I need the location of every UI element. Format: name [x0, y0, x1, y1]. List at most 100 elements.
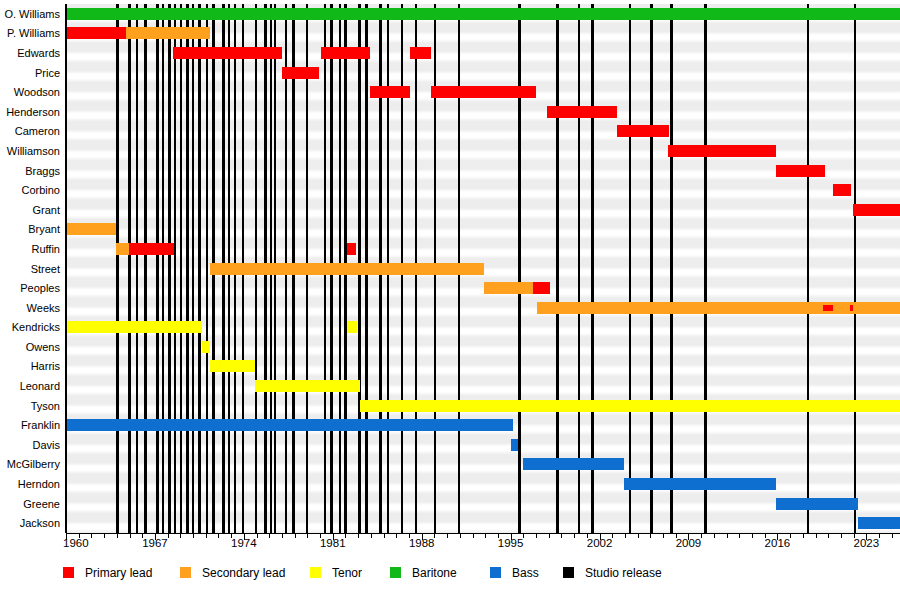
year-tick: [434, 534, 435, 538]
year-tick: [727, 534, 728, 538]
member-name-label: O. Williams: [0, 7, 60, 21]
year-tick: [549, 534, 550, 538]
year-tick: [663, 534, 664, 538]
member-name-label: Edwards: [0, 46, 60, 60]
member-name-label: Tyson: [0, 399, 60, 413]
member-part-bar: [360, 400, 900, 412]
member-part-bar: [173, 47, 282, 59]
studio-release-line: [198, 4, 200, 533]
year-tick: [485, 534, 486, 538]
legend-label: Secondary lead: [202, 566, 285, 580]
member-part-bar: [523, 458, 625, 470]
year-label: 1960: [63, 537, 89, 549]
studio-release-line: [629, 4, 631, 533]
member-part-bar: [126, 27, 209, 39]
studio-release-line: [180, 4, 182, 533]
year-label: 2016: [765, 537, 791, 549]
studio-release-line: [206, 4, 208, 533]
member-part-bar: [210, 263, 484, 275]
member-part-bar: [624, 478, 776, 490]
studio-release-line: [591, 4, 593, 533]
year-tick: [892, 534, 893, 538]
year-label: 1995: [498, 537, 524, 549]
member-part-bar: [67, 8, 900, 20]
year-tick: [206, 534, 207, 538]
member-part-bar: [255, 380, 360, 392]
member-name-label: Greene: [0, 497, 60, 511]
member-part-bar: [431, 86, 536, 98]
year-label: 1974: [231, 537, 257, 549]
legend-label: Primary lead: [85, 566, 152, 580]
member-name-label: Owens: [0, 340, 60, 354]
year-tick: [473, 534, 474, 538]
member-name-label: Henderson: [0, 105, 60, 119]
member-name-label: Kendricks: [0, 320, 60, 334]
studio-release-line: [186, 4, 188, 533]
member-name-label: Herndon: [0, 477, 60, 491]
member-part-bar: [116, 243, 129, 255]
member-name-label: Franklin: [0, 418, 60, 432]
member-part-bar: [668, 145, 777, 157]
member-part-bar: [129, 243, 174, 255]
member-name-label: Woodson: [0, 85, 60, 99]
member-name-label: Grant: [0, 203, 60, 217]
member-part-bar: [347, 321, 357, 333]
member-part-bar: [67, 321, 202, 333]
year-tick: [345, 534, 346, 538]
member-part-bar: [776, 498, 858, 510]
year-tick: [130, 534, 131, 538]
studio-release-line: [116, 4, 118, 533]
year-tick: [104, 534, 105, 538]
member-name-label: Harris: [0, 359, 60, 373]
studio-release-line: [174, 4, 176, 533]
year-label: 1967: [142, 537, 168, 549]
year-tick: [841, 534, 842, 538]
x-axis-line: [66, 533, 900, 534]
legend-label: Studio release: [585, 566, 662, 580]
member-part-bar: [282, 67, 319, 79]
member-part-bar: [321, 47, 371, 59]
year-tick: [701, 534, 702, 538]
year-tick: [803, 534, 804, 538]
member-name-label: Corbino: [0, 183, 60, 197]
member-part-bar: [853, 204, 900, 216]
year-tick: [561, 534, 562, 538]
member-part-bar: [67, 27, 127, 39]
year-tick: [91, 534, 92, 538]
member-name-label: Price: [0, 66, 60, 80]
member-name-label: Leonard: [0, 379, 60, 393]
year-tick: [816, 534, 817, 538]
year-label: 1981: [320, 537, 346, 549]
member-part-bar: [202, 341, 210, 353]
member-part-bar: [850, 305, 853, 311]
studio-release-line: [128, 4, 130, 533]
member-name-label: Jackson: [0, 516, 60, 530]
year-tick: [168, 534, 169, 538]
studio-release-line: [192, 4, 194, 533]
legend-swatch-primary: [63, 567, 74, 578]
year-tick: [638, 534, 639, 538]
legend-label: Tenor: [332, 566, 362, 580]
studio-release-line: [162, 4, 164, 533]
year-tick: [358, 534, 359, 538]
member-part-bar: [858, 517, 900, 529]
studio-release-line: [144, 4, 146, 533]
studio-release-line: [136, 4, 138, 533]
member-name-label: Bryant: [0, 222, 60, 236]
member-part-bar: [547, 106, 617, 118]
year-tick: [384, 534, 385, 538]
member-name-label: Davis: [0, 438, 60, 452]
member-name-label: McGilberry: [0, 457, 60, 471]
year-label: 2023: [854, 537, 880, 549]
y-axis-line: [65, 4, 67, 533]
plot-area: [66, 4, 900, 533]
studio-release-line: [518, 4, 520, 533]
studio-release-line: [556, 4, 558, 533]
member-name-label: Williamson: [0, 144, 60, 158]
year-tick: [752, 534, 753, 538]
year-tick: [193, 534, 194, 538]
member-part-bar: [823, 305, 833, 311]
member-part-bar: [511, 439, 517, 451]
studio-release-line: [650, 4, 652, 533]
member-part-bar: [537, 302, 900, 314]
